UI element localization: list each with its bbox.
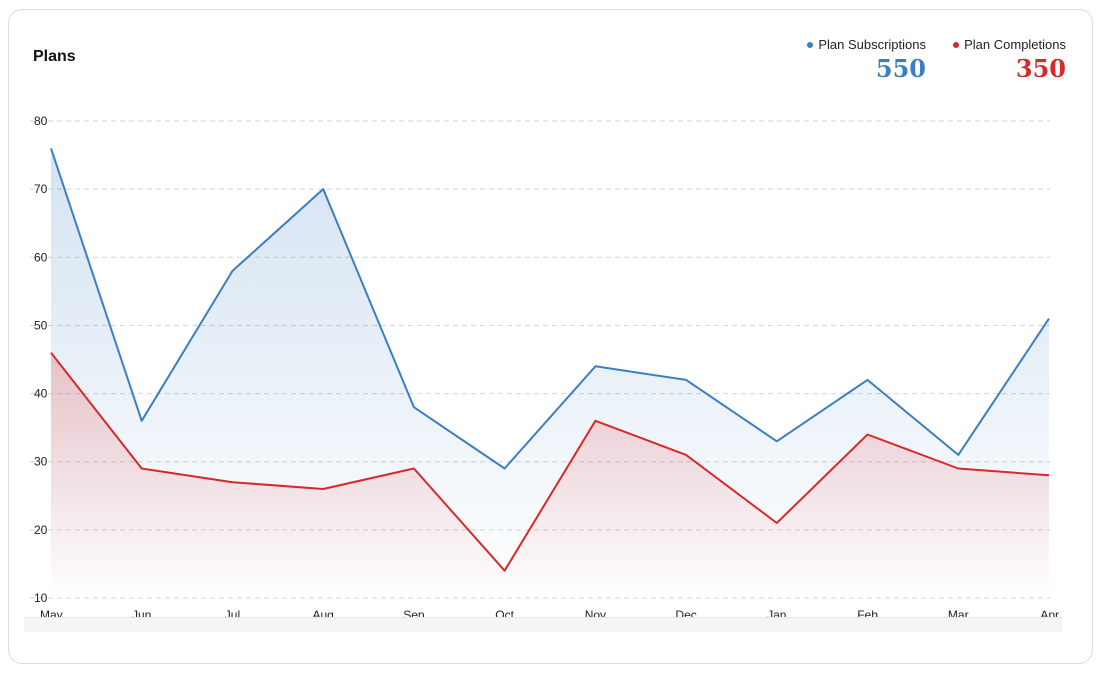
y-tick-label: 20 — [34, 523, 48, 537]
series-area-subscriptions — [51, 148, 1049, 599]
legend-dot-icon — [953, 41, 960, 48]
y-tick-label: 80 — [34, 114, 48, 128]
y-axis: 10 20 30 40 50 60 70 80 — [34, 114, 48, 605]
legend-total: 350 — [1015, 54, 1066, 83]
legend-item-subscriptions[interactable]: Plan Subscriptions 550 — [807, 37, 926, 83]
series-line-completions[interactable] — [50, 352, 1050, 572]
y-tick-label: 50 — [34, 318, 48, 332]
series-lines — [50, 147, 1050, 572]
y-tick-label: 60 — [34, 250, 48, 264]
y-tick-label: 30 — [34, 455, 48, 469]
legend-dot-icon — [807, 41, 814, 48]
legend-total: 550 — [875, 54, 926, 83]
series-line-subscriptions[interactable] — [50, 147, 1050, 470]
y-tick-label: 10 — [34, 591, 48, 605]
area-fills — [51, 148, 1049, 599]
chart-title: Plans — [33, 48, 76, 65]
legend-item-completions[interactable]: Plan Completions 350 — [953, 37, 1066, 83]
series-area-completions — [51, 352, 1049, 598]
legend-label: Plan Completions — [964, 37, 1066, 52]
y-tick-label: 40 — [34, 387, 48, 401]
y-tick-label: 70 — [34, 182, 48, 196]
legend-label: Plan Subscriptions — [818, 37, 926, 52]
chart-scrollbar[interactable] — [24, 617, 1062, 632]
